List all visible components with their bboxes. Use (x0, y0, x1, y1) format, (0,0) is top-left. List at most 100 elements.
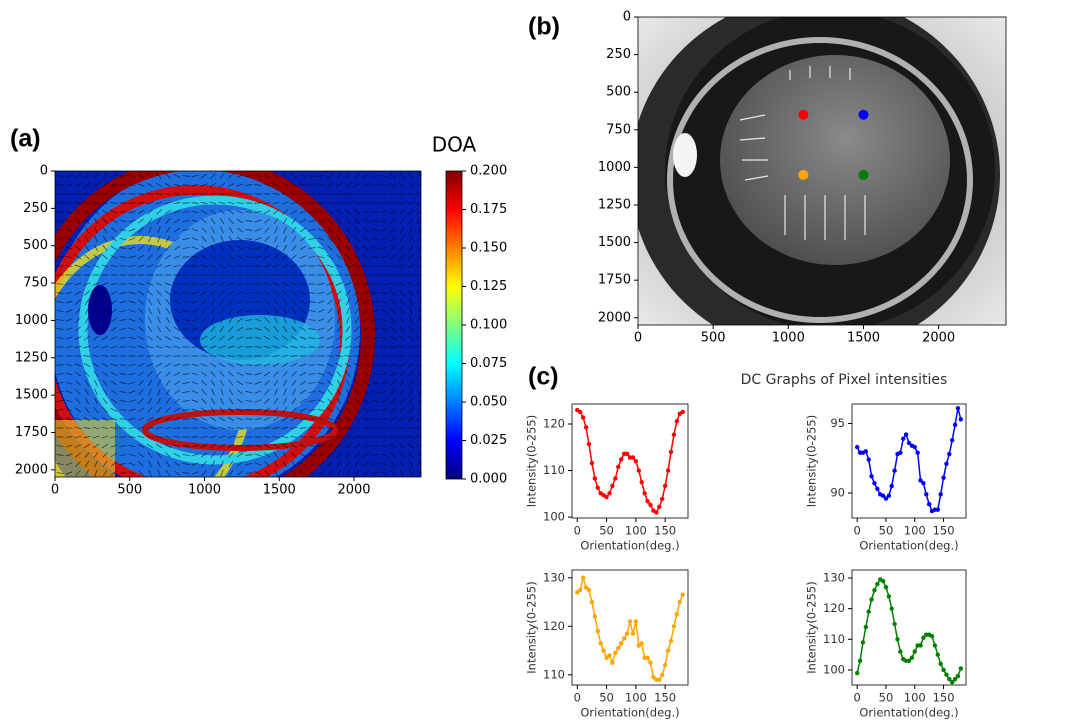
point (586, 587, 592, 593)
y-axis-label: Intensity(0-255) (805, 415, 819, 507)
point (863, 449, 869, 454)
colorbar-tick-label: 0.125 (470, 279, 507, 294)
point (624, 631, 630, 636)
point (633, 459, 639, 464)
point (858, 109, 869, 120)
x-tick-label: 100 (625, 691, 647, 705)
point (595, 628, 600, 634)
axes-frame (571, 403, 689, 519)
point (866, 457, 871, 462)
y-tick-label: 500 (23, 238, 48, 253)
x-tick-label: 0 (634, 331, 642, 346)
y-tick-label: 130 (543, 570, 565, 584)
x-tick-label: 100 (625, 524, 647, 538)
x-tick-label: 2000 (337, 483, 370, 498)
y-tick-label: 100 (543, 510, 565, 524)
point (955, 405, 961, 411)
point (662, 662, 668, 668)
x-tick-label: 0 (51, 483, 59, 498)
point (932, 643, 938, 648)
point (935, 507, 940, 512)
y-tick-label: 100 (823, 662, 845, 676)
point (952, 422, 958, 428)
point (921, 635, 926, 640)
point (607, 491, 612, 496)
colorbar-tick-label: 0.000 (470, 472, 507, 487)
point (580, 415, 586, 420)
point (858, 169, 869, 180)
point (918, 478, 923, 483)
y-tick-label: 120 (543, 619, 565, 633)
point (921, 481, 926, 486)
point (648, 502, 653, 508)
point (912, 649, 917, 654)
line (856, 578, 962, 684)
point (895, 637, 900, 642)
x-tick-label: 1000 (772, 331, 805, 346)
x-tick-label: 100 (904, 524, 926, 538)
y-tick-label: 0 (40, 164, 48, 179)
point (886, 493, 892, 498)
x-tick-label: 50 (599, 691, 614, 705)
point (583, 425, 589, 430)
colorbar-tick-label: 0.100 (470, 318, 507, 333)
point (880, 493, 886, 498)
y-tick-label: 750 (606, 122, 631, 137)
point (648, 660, 653, 665)
y-tick-label: 1750 (15, 425, 48, 440)
x-tick-label: 150 (654, 691, 676, 705)
point (680, 592, 685, 597)
y-tick-label: 750 (23, 276, 48, 291)
point (898, 450, 903, 455)
axes-frame (54, 170, 422, 478)
y-tick-label: 1250 (15, 350, 48, 365)
x-tick-label: 1500 (263, 483, 296, 498)
point (880, 578, 886, 584)
colorbar-tick-label: 0.050 (470, 395, 507, 410)
point (866, 609, 871, 614)
eye-photo (638, 17, 1006, 325)
x-tick-label: 0 (854, 524, 861, 538)
point (665, 648, 671, 653)
point (657, 504, 662, 510)
point (938, 492, 943, 497)
line (856, 407, 962, 513)
y-tick-label: 2000 (598, 310, 631, 325)
x-tick-label: 150 (933, 691, 955, 705)
x-tick-label: 100 (904, 691, 926, 705)
point (883, 584, 889, 590)
point (595, 485, 600, 490)
point (607, 653, 612, 658)
x-axis-label: Orientation(deg.) (859, 706, 958, 720)
point (668, 449, 674, 455)
x-tick-label: 50 (599, 524, 614, 538)
point (854, 444, 860, 450)
point (619, 641, 624, 646)
y-axis-label: Intensity(0-255) (525, 415, 539, 507)
point (674, 611, 680, 617)
x-tick-label: 500 (117, 483, 142, 498)
x-tick-label: 1500 (847, 331, 880, 346)
x-tick-label: 1000 (188, 483, 221, 498)
point (639, 479, 644, 485)
point (863, 624, 869, 630)
point (883, 496, 889, 501)
point (578, 409, 583, 415)
point (677, 599, 682, 605)
point (944, 672, 949, 677)
y-tick-label: 110 (543, 667, 565, 681)
point (912, 444, 917, 450)
point (616, 645, 621, 651)
y-tick-label: 130 (823, 570, 845, 584)
colorbar-tick-label: 0.150 (470, 241, 507, 256)
point (616, 464, 621, 470)
point (668, 638, 674, 644)
point (592, 614, 598, 619)
x-tick-label: 50 (879, 524, 894, 538)
point (949, 680, 955, 685)
y-tick-label: 500 (606, 85, 631, 100)
point (941, 475, 946, 480)
panel-label: (b) (528, 13, 560, 41)
point (952, 676, 958, 682)
